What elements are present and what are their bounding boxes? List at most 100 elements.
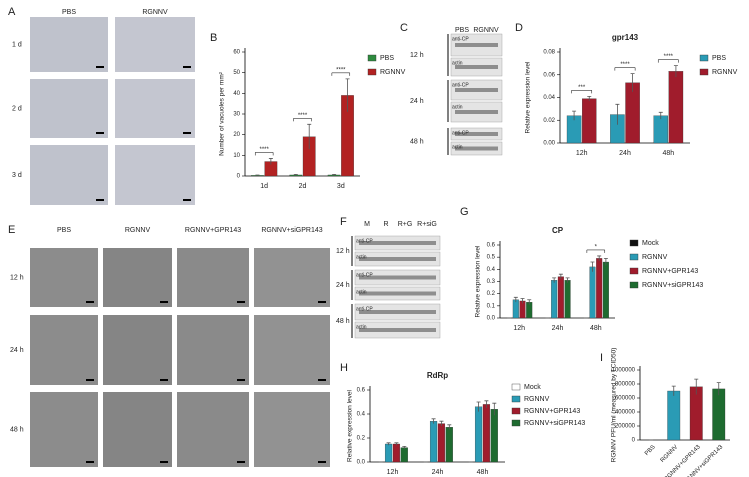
bar — [557, 276, 564, 319]
bar — [712, 388, 726, 441]
legend-swatch — [511, 383, 521, 391]
scale-bar — [160, 379, 168, 381]
y-axis-label: Relative expression level — [347, 390, 354, 462]
column-label: M — [364, 221, 370, 228]
bar — [564, 280, 571, 319]
annotation: **** — [664, 54, 674, 60]
bar — [668, 71, 684, 144]
band-label: anti-CP — [452, 36, 469, 42]
micrograph — [254, 315, 330, 385]
error-bar — [587, 95, 592, 101]
scale-bar — [160, 461, 168, 463]
y-tick-label: 0.1 — [487, 303, 496, 309]
legend-swatch — [511, 419, 521, 427]
x-tick-label: RGNNV — [660, 444, 680, 464]
y-tick-label: 40 — [233, 91, 240, 97]
band-label: anti-CP — [452, 130, 469, 136]
legend-label: RGNNV — [642, 254, 668, 261]
band — [455, 43, 498, 47]
bar — [582, 98, 597, 144]
legend-swatch — [367, 68, 377, 76]
x-tick-label: 12h — [513, 325, 525, 332]
band-label: anti-CP — [452, 82, 469, 88]
error-bar — [307, 123, 312, 150]
micrograph — [30, 79, 108, 138]
micrograph — [30, 17, 108, 72]
band — [455, 110, 498, 114]
row-label: 24 h — [10, 347, 24, 354]
y-tick-label: 0.08 — [543, 50, 555, 56]
scale-bar — [183, 132, 191, 134]
bar — [490, 409, 498, 463]
error-bar — [439, 420, 444, 426]
legend-label: RGNNV — [712, 69, 738, 76]
scale-bar — [237, 301, 245, 303]
x-tick-label: 1d — [260, 183, 268, 190]
y-tick-label: 0.6 — [357, 388, 366, 394]
column-label: RGNNV — [473, 27, 499, 34]
y-tick-label: 0 — [632, 438, 636, 444]
band-label: anti-CP — [356, 306, 373, 312]
y-tick-label: 1000000 — [612, 368, 636, 374]
error-bar — [394, 442, 399, 446]
bar — [667, 390, 681, 441]
legend-swatch — [629, 239, 639, 247]
micrograph — [115, 17, 195, 72]
micrograph — [30, 145, 108, 205]
y-tick-label: 50 — [233, 70, 240, 76]
x-tick-label: 12h — [576, 150, 588, 157]
y-tick-label: 800000 — [615, 382, 636, 388]
y-tick-label: 0.2 — [357, 436, 366, 442]
annotation: **** — [336, 67, 346, 73]
column-label: RGNNV — [125, 227, 151, 234]
y-tick-label: 0.0 — [357, 460, 366, 466]
y-tick-label: 10 — [233, 153, 240, 159]
legend-swatch — [629, 253, 639, 261]
panel-label: G — [460, 206, 469, 218]
row-label: 24 h — [336, 282, 350, 289]
row-label: 48 h — [336, 318, 350, 325]
y-tick-label: 0.5 — [487, 255, 496, 261]
row-label: 12 h — [410, 52, 424, 59]
y-tick-label: 20 — [233, 132, 240, 138]
column-label: R+siG — [417, 221, 437, 228]
y-tick-label: 0.4 — [357, 412, 366, 418]
legend-label: RGNNV+siGPR143 — [524, 420, 585, 427]
micrograph — [115, 145, 195, 205]
column-label: RGNNV+siGPR143 — [261, 227, 322, 234]
error-bar — [268, 158, 273, 165]
error-bar — [476, 401, 481, 412]
band — [455, 132, 498, 136]
band — [455, 88, 498, 92]
x-tick-label: 24h — [432, 469, 444, 476]
bar — [445, 427, 453, 463]
legend-swatch — [367, 54, 377, 62]
scale-bar — [237, 461, 245, 463]
error-bar — [513, 296, 518, 303]
legend-label: RGNNV+GPR143 — [524, 408, 580, 415]
scale-bar — [318, 301, 326, 303]
micrograph — [30, 248, 98, 307]
row-label: 48 h — [410, 138, 424, 145]
column-label: R+G — [398, 221, 413, 228]
bar — [392, 443, 401, 463]
scale-bar — [96, 199, 104, 201]
legend-label: Mock — [524, 384, 541, 391]
error-bar — [572, 110, 577, 121]
legend-swatch — [511, 407, 521, 415]
significance-bracket — [586, 249, 606, 253]
significance-bracket — [293, 118, 312, 122]
row-label: 24 h — [410, 98, 424, 105]
y-axis-label: Relative expression level — [475, 245, 482, 317]
y-tick-label: 30 — [233, 112, 240, 118]
error-bar — [293, 173, 298, 176]
annotation: *** — [578, 85, 586, 91]
y-tick-label: 0.0 — [487, 316, 496, 322]
x-tick-label: 48h — [477, 469, 489, 476]
y-tick-label: 0.06 — [543, 72, 555, 78]
y-tick-label: 0.04 — [543, 95, 555, 101]
legend-swatch — [511, 395, 521, 403]
panel-label: H — [340, 362, 348, 374]
x-tick-label: 48h — [662, 150, 674, 157]
